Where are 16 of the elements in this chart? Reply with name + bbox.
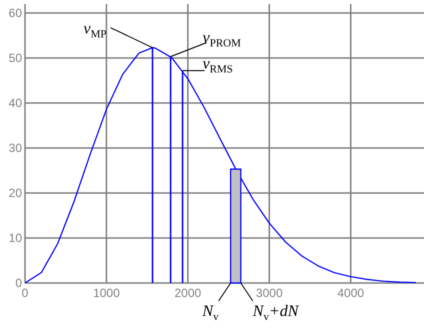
x-tick-label: 4000	[337, 286, 364, 300]
text: v$_{PROM}$	[202, 30, 242, 50]
x-tick-label: 3000	[256, 286, 283, 300]
y-tick-label: 0	[15, 276, 22, 290]
series-label: v$_{RMS}$	[202, 56, 233, 76]
y-tick-label: 20	[8, 186, 22, 200]
y-tick-label: 50	[8, 51, 22, 66]
y-tick-label: 40	[8, 96, 22, 110]
y-tick-label: 60	[8, 6, 22, 20]
y-tick-label: 30	[8, 141, 22, 156]
y-tick-label: 10	[8, 231, 22, 246]
x-tick-label: 1000	[93, 286, 120, 300]
text: v$_{MP}$	[84, 20, 107, 41]
annotation: N$_{v}$	[201, 303, 220, 323]
annotation: N$_{v}$+dN	[252, 303, 300, 323]
x-tick-label: 2000	[174, 286, 202, 300]
